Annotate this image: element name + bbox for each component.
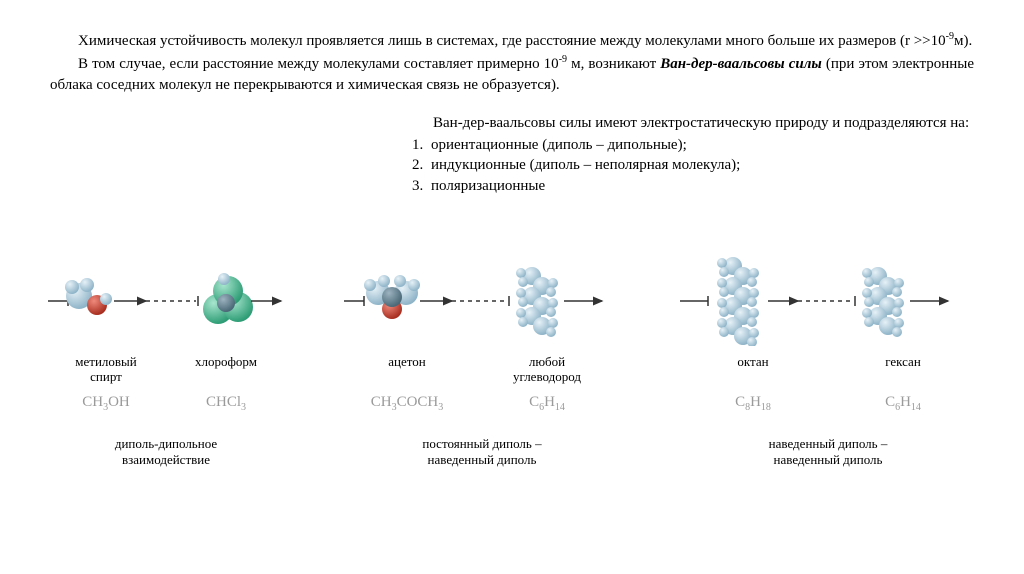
group-induced-induced: октан C8H18 гексан C6H14 наведенный дипо…: [678, 256, 978, 468]
label-hydrocarbon: любой углеводород C6H14: [472, 354, 622, 414]
group-permanent-induced: ацетон CH3COCH3 любой углеводород C6H14 …: [342, 256, 622, 468]
acetone-name: ацетон: [388, 354, 425, 370]
methanol-name1: метиловый: [75, 354, 136, 370]
paragraph-1: Химическая устойчивость молекул проявляе…: [50, 30, 974, 51]
p1-text-b: м).: [954, 33, 972, 49]
p2-sup: -9: [559, 54, 567, 65]
lead-text: Ван-дер-ваальсовы силы имеют электростат…: [405, 113, 1015, 133]
hexane-formula: C6H14: [885, 393, 921, 414]
hydro-name1: любой: [529, 354, 565, 370]
label-octane: октан C8H18: [678, 354, 828, 414]
group-dipole-dipole: метиловый спирт CH3OH хлороформ CHCl3 ди…: [46, 256, 286, 468]
classification-block: Ван-дер-ваальсовы силы имеют электростат…: [405, 113, 1015, 196]
caption-1: диполь-дипольное взаимодействие: [115, 436, 217, 468]
p1-text-a: Химическая устойчивость молекул проявляе…: [78, 33, 946, 49]
axis-svg-1: [46, 256, 286, 346]
chloroform-formula: CHCl3: [206, 393, 246, 414]
p2-text-b: м, возникают: [567, 56, 660, 72]
octane-formula: C8H18: [735, 393, 771, 414]
methanol-formula: CH3OH: [82, 393, 130, 414]
list-item-1: ориентационные (диполь – дипольные);: [427, 135, 1015, 155]
list-item-3: поляризационные: [427, 176, 1015, 196]
caption-2: постоянный диполь – наведенный диполь: [422, 436, 541, 468]
chloroform-name: хлороформ: [195, 354, 257, 370]
label-methanol: метиловый спирт CH3OH: [46, 354, 166, 414]
hydrocarbon-formula: C6H14: [529, 393, 565, 414]
paragraph-2: В том случае, если расстояние между моле…: [50, 53, 974, 95]
hydro-name2: углеводород: [513, 369, 581, 385]
caption-3: наведенный диполь – наведенный диполь: [769, 436, 888, 468]
axis-svg-3: [678, 256, 978, 346]
label-chloroform: хлороформ CHCl3: [166, 354, 286, 414]
axis-svg-2: [342, 256, 622, 346]
p2-text-a: В том случае, если расстояние между моле…: [78, 56, 559, 72]
hydrocarbon-chain: [516, 267, 558, 337]
hexane-name: гексан: [885, 354, 921, 370]
list-item-2: индукционные (диполь – неполярная молеку…: [427, 155, 1015, 175]
label-hexane: гексан C6H14: [828, 354, 978, 414]
octane-name: октан: [737, 354, 768, 370]
p2-bi: Ван-дер-ваальсовы силы: [660, 56, 822, 72]
methanol-name2: спирт: [90, 369, 122, 385]
p1-sup: -9: [946, 31, 954, 42]
molecule-diagram: метиловый спирт CH3OH хлороформ CHCl3 ди…: [0, 256, 1024, 468]
label-acetone: ацетон CH3COCH3: [342, 354, 472, 414]
acetone-formula: CH3COCH3: [371, 393, 444, 414]
